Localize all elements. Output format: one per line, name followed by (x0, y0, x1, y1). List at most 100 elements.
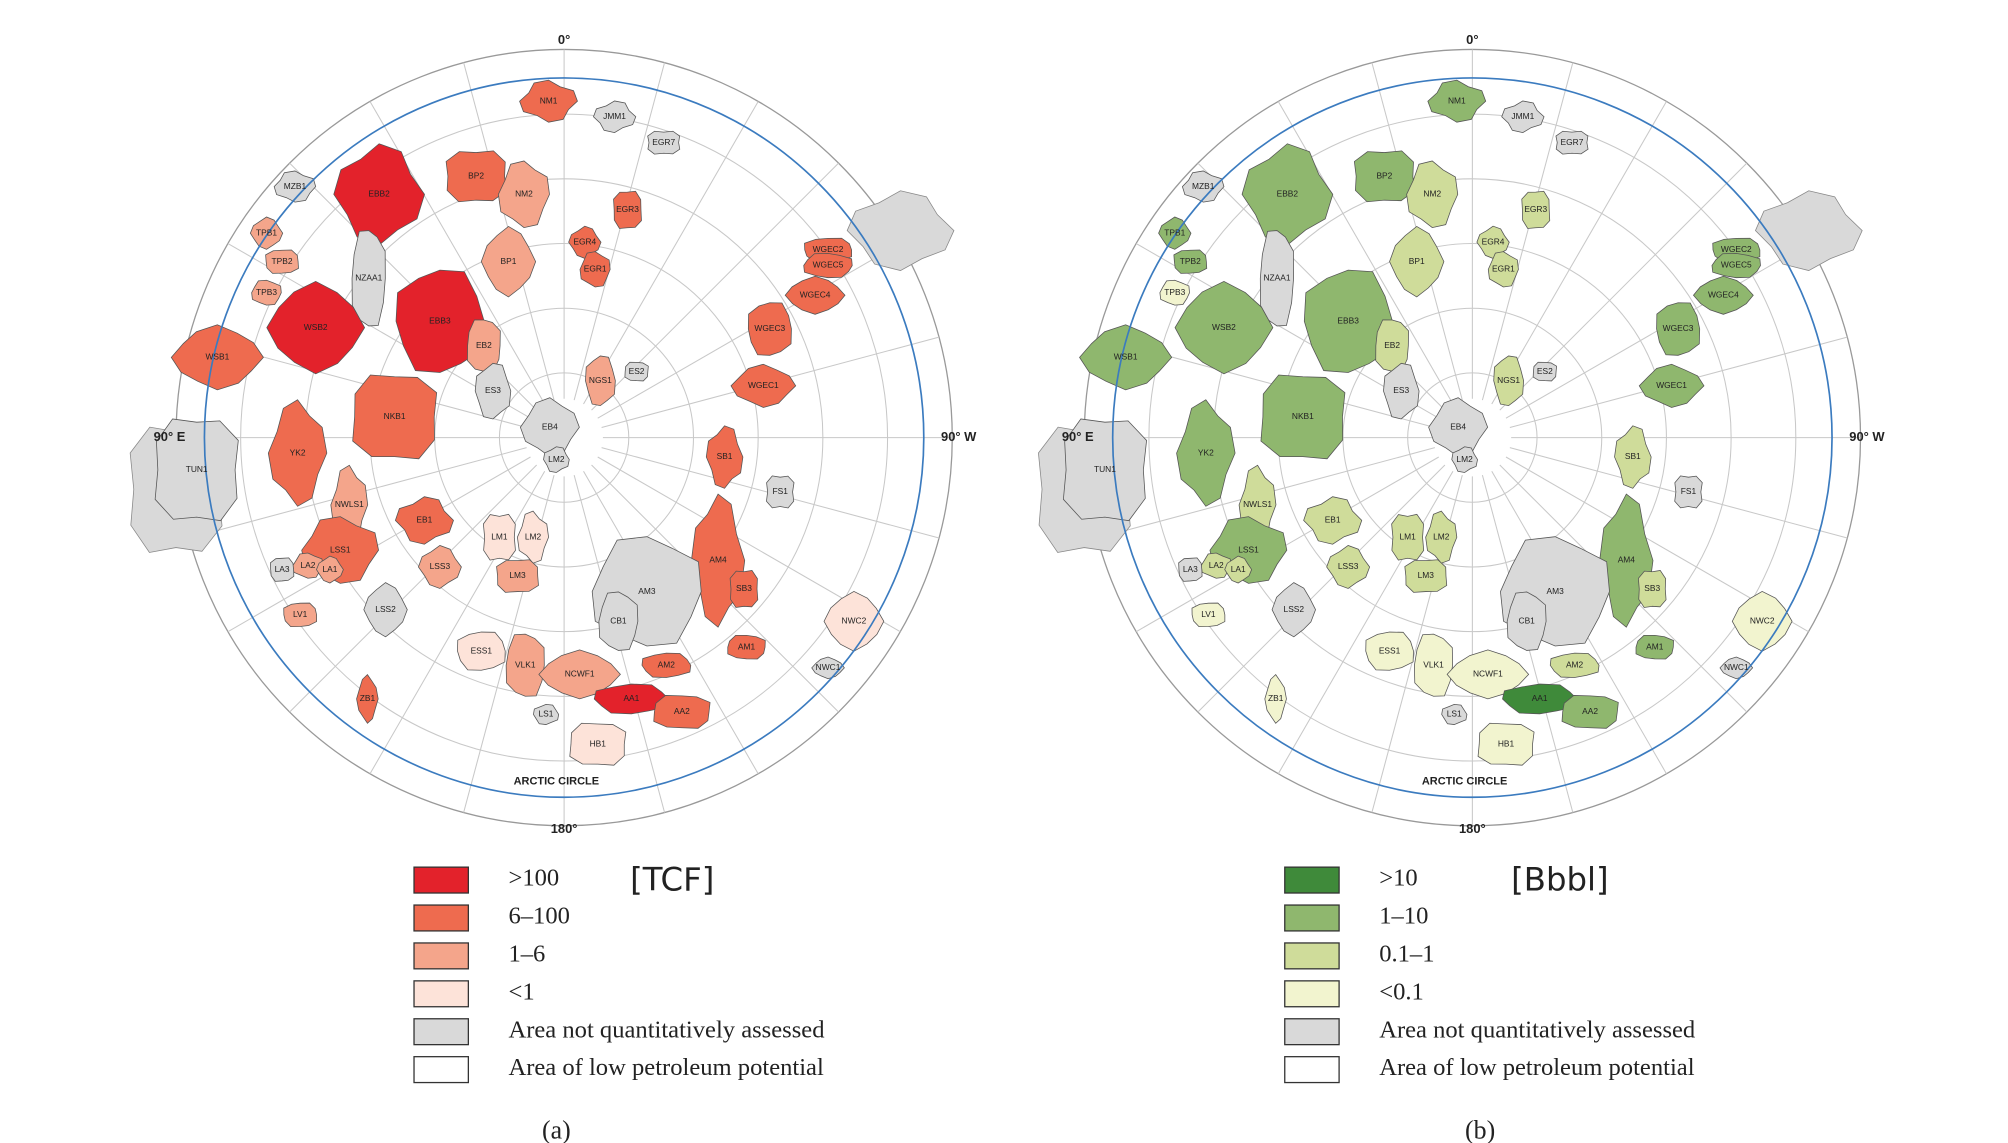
basin-region (533, 703, 560, 725)
basin-region (613, 190, 642, 229)
region-label: SB3 (736, 583, 752, 593)
basin-region (1614, 425, 1652, 489)
basin-region (266, 280, 366, 375)
region-label: MZB1 (1192, 181, 1215, 191)
basin-region (1692, 275, 1754, 315)
region-label: NWLS1 (335, 499, 364, 509)
basin-region (1441, 703, 1468, 725)
basin-region (585, 355, 616, 407)
basin-region (653, 695, 711, 729)
basin-region (283, 602, 317, 628)
basin-region (1191, 602, 1226, 628)
basin-region (598, 591, 639, 651)
basin-region (519, 79, 578, 123)
legend-label: Area not quantitatively assessed (1379, 1016, 1695, 1043)
legend-swatch (1284, 1018, 1340, 1046)
basin-region (1241, 143, 1334, 246)
legend-swatch (1284, 904, 1340, 932)
basin-region (747, 302, 792, 356)
region-label: EGR1 (584, 264, 607, 274)
region-label: WGEC4 (800, 289, 831, 299)
region-label: NM2 (515, 189, 533, 199)
basin-region (154, 418, 239, 522)
basin-region (647, 130, 681, 155)
unit-label: [TCF] (630, 860, 714, 898)
legend-swatch (413, 980, 470, 1008)
region-label: SB3 (1644, 583, 1660, 593)
legend-swatch (413, 1018, 470, 1046)
legend-swatch (413, 942, 470, 970)
meridian-line (369, 470, 546, 774)
region-label: EBB2 (1277, 189, 1299, 199)
basin-region (170, 324, 264, 391)
region-label: AM1 (738, 641, 756, 651)
unit-label: [Bbbl] (1511, 860, 1608, 898)
meridian-line (573, 62, 666, 401)
arctic-circle (1111, 77, 1833, 799)
region-label: EB2 (476, 340, 492, 350)
region-label: EGR7 (652, 137, 675, 147)
legend-label: <1 (508, 978, 534, 1005)
region-label: LS1 (539, 709, 554, 719)
basin-region (1353, 150, 1415, 203)
legend-label: Area of low petroleum potential (508, 1054, 823, 1081)
region-label: NGS1 (589, 375, 612, 385)
region-label: LM2 (548, 454, 565, 464)
region-label: LV1 (293, 609, 308, 619)
basin-region (1549, 652, 1600, 678)
legend-swatch (413, 1056, 470, 1084)
region-label: VLK1 (515, 660, 536, 670)
region-label: WGEC1 (748, 380, 779, 390)
basin-region (516, 510, 549, 564)
basin-region (1414, 633, 1453, 697)
axis-label-top: 0° (1466, 32, 1478, 47)
region-label: LM2 (1456, 454, 1473, 464)
arctic-circle-label: ARCTIC CIRCLE (1422, 776, 1507, 788)
region-label: TPB3 (256, 287, 277, 297)
region-label: LM1 (491, 531, 508, 541)
region-label: SB1 (1625, 451, 1641, 461)
basin-region (1326, 545, 1371, 589)
basin-region (1501, 100, 1545, 134)
region-label: EGR4 (573, 236, 596, 246)
region-label: LSS1 (330, 544, 351, 554)
region-label: JMM1 (1511, 111, 1534, 121)
region-label: HB1 (590, 738, 607, 748)
basin-region (363, 582, 408, 638)
region-label: TPB2 (1180, 256, 1201, 266)
basin-region (1062, 418, 1147, 522)
region-label: EBB3 (1337, 315, 1359, 325)
basin-region (1303, 269, 1393, 373)
basin-region (579, 251, 611, 288)
region-label: NM1 (540, 95, 558, 105)
basin-region (641, 652, 692, 678)
basin-region (593, 100, 637, 134)
region-label: EB4 (542, 421, 558, 431)
region-label: EGR3 (616, 204, 639, 214)
axis-label-top: 0° (558, 32, 570, 47)
basin-region (543, 446, 570, 473)
region-label: ESS1 (1379, 645, 1401, 655)
region-label: ES2 (629, 366, 645, 376)
region-label: BP1 (501, 256, 517, 266)
basin-region (1303, 496, 1363, 545)
basin-region (1173, 249, 1208, 274)
region-label: NZAA1 (1263, 273, 1290, 283)
region-label: LA3 (275, 564, 290, 574)
basin-region (251, 279, 282, 306)
panel-caption: (a) (542, 1115, 571, 1143)
legend-swatch (1284, 866, 1340, 894)
basin-region (1404, 559, 1448, 593)
region-label: WGEC3 (754, 323, 785, 333)
region-label: AM4 (709, 555, 727, 565)
basin-region (1224, 555, 1253, 584)
basin-region (273, 170, 317, 203)
region-label: AM3 (638, 586, 656, 596)
region-label: TPB1 (1164, 227, 1185, 237)
legend-swatch (1284, 942, 1340, 970)
region-label: EB1 (416, 515, 432, 525)
legend-label: 1–10 (1379, 903, 1428, 930)
region-label: NM1 (1448, 95, 1466, 105)
basin-region (593, 683, 670, 715)
